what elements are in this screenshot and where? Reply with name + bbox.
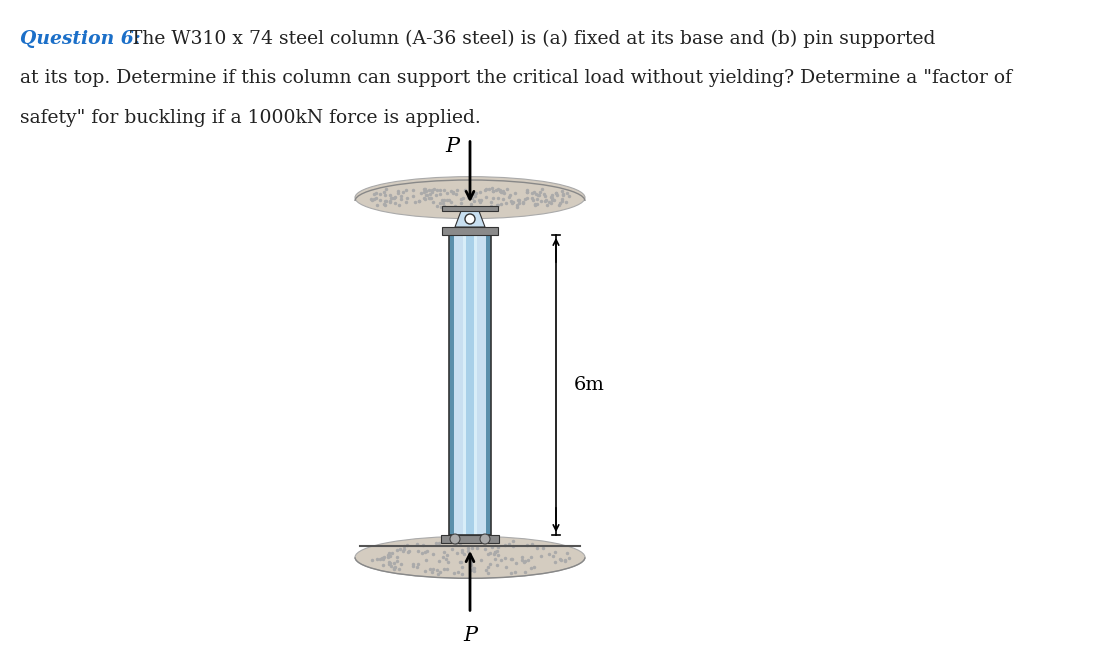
Text: The W310 x 74 steel column (A-36 steel) is (a) fixed at its base and (b) pin sup: The W310 x 74 steel column (A-36 steel) …: [124, 30, 935, 48]
Bar: [442, 227, 498, 235]
Text: 6m: 6m: [574, 376, 604, 394]
Text: P: P: [445, 137, 459, 156]
Bar: [486, 235, 491, 535]
Circle shape: [465, 214, 475, 224]
Ellipse shape: [355, 177, 585, 219]
Bar: [449, 235, 491, 535]
Bar: [466, 235, 474, 535]
Text: P: P: [463, 626, 477, 645]
Ellipse shape: [355, 536, 585, 579]
Circle shape: [450, 534, 460, 544]
Polygon shape: [455, 211, 485, 227]
Bar: [449, 235, 454, 535]
Text: at its top. Determine if this column can support the critical load without yield: at its top. Determine if this column can…: [20, 69, 1012, 87]
Text: Question 6:: Question 6:: [20, 30, 140, 47]
Bar: [463, 235, 477, 535]
Circle shape: [480, 534, 490, 544]
Text: safety" for buckling if a 1000kN force is applied.: safety" for buckling if a 1000kN force i…: [20, 109, 481, 127]
Bar: [441, 535, 499, 543]
Bar: [449, 235, 491, 535]
Bar: [442, 206, 498, 211]
